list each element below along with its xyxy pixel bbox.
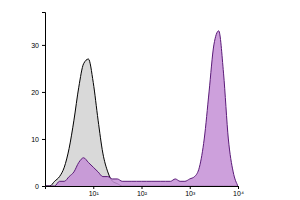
plot-area xyxy=(45,31,238,186)
x-tick: 10³ xyxy=(185,186,196,197)
x-axis: 10¹ 10² 10³ 10⁴ xyxy=(46,186,244,197)
y-tick-label: 0 xyxy=(35,183,39,190)
x-tick-mark xyxy=(93,186,94,189)
x-tick-mark xyxy=(238,186,239,189)
y-tick: 10 xyxy=(31,136,45,143)
histogram-area xyxy=(45,31,238,186)
x-tick-label: 10³ xyxy=(185,190,196,197)
x-tick-mark xyxy=(142,186,143,189)
x-tick-label: 10¹ xyxy=(89,190,100,197)
chart: 10¹ 10² 10³ 10⁴ 0 10 20 30 xyxy=(0,0,300,200)
histogram-outline xyxy=(45,31,238,186)
y-tick-mark xyxy=(42,92,45,93)
y-axis: 0 10 20 30 xyxy=(31,13,45,190)
x-tick-label: 10⁴ xyxy=(233,190,244,197)
x-tick: 10¹ xyxy=(89,186,100,197)
y-tick-mark xyxy=(42,186,45,187)
x-tick-mark xyxy=(190,186,191,189)
y-axis-line xyxy=(42,13,46,187)
x-tick: 10² xyxy=(137,186,148,197)
x-axis-line xyxy=(46,187,239,190)
y-tick: 20 xyxy=(31,89,45,96)
y-tick-mark xyxy=(42,139,45,140)
y-tick: 0 xyxy=(35,183,45,190)
y-tick-label: 30 xyxy=(31,42,39,49)
y-tick: 30 xyxy=(31,42,45,49)
x-tick-label: 10² xyxy=(137,190,148,197)
y-tick-label: 10 xyxy=(31,136,39,143)
x-tick: 10⁴ xyxy=(233,186,244,197)
y-tick-label: 20 xyxy=(31,89,39,96)
y-tick-mark xyxy=(42,45,45,46)
